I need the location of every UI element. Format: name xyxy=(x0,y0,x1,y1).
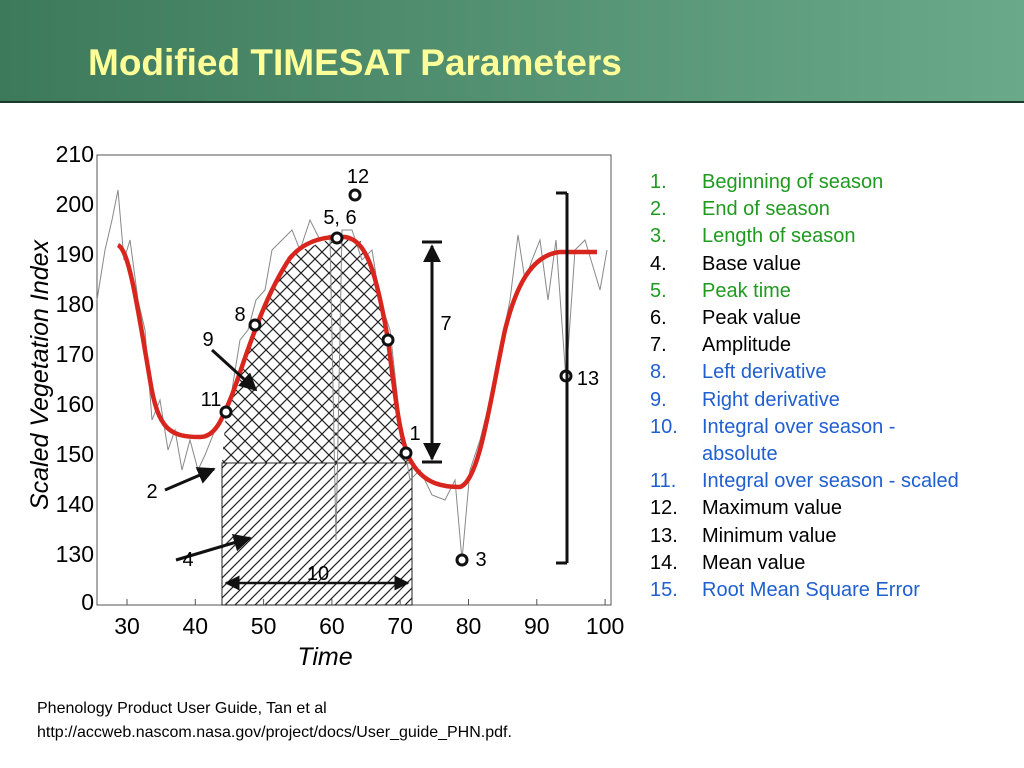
marker xyxy=(330,231,344,245)
list-number: 11. xyxy=(650,470,677,493)
x-tick-label: 40 xyxy=(183,613,209,639)
annotation: 9 xyxy=(202,329,213,351)
list-text: Beginning of season xyxy=(702,171,884,193)
list-text: End of season xyxy=(702,198,830,221)
list-number: 8. xyxy=(650,361,667,384)
list-text: Peak value xyxy=(702,307,801,330)
list-item: 7. Amplitude xyxy=(650,332,970,359)
y-tick-label: 140 xyxy=(56,491,94,517)
x-tick-label: 80 xyxy=(456,613,482,639)
list-text: Base value xyxy=(702,252,801,275)
list-number: 10. xyxy=(650,415,678,438)
figure: Scaled Vegetation Index Time 21020019018… xyxy=(26,141,624,671)
marker xyxy=(248,318,262,332)
list-text: Integral over season - scaled xyxy=(702,470,959,493)
x-tick-label: 90 xyxy=(524,613,550,639)
list-number: 12. xyxy=(650,497,678,520)
list-text: Maximum value xyxy=(702,497,843,520)
list-number: 13. xyxy=(650,524,678,547)
source-line: http://accweb.nascom.nasa.gov/project/do… xyxy=(37,724,512,741)
list-item: 10. Integral over season - absolute xyxy=(650,414,970,468)
annotation: 11 xyxy=(201,389,222,411)
list-text: Peak time xyxy=(702,279,791,302)
list-text: Integral over season - absolute xyxy=(702,415,896,466)
list-item: 3. Length of season xyxy=(650,223,970,250)
marker xyxy=(348,188,362,202)
fitted-curve xyxy=(116,234,597,490)
x-tick-label: 50 xyxy=(251,613,277,639)
list-text: Right derivative xyxy=(702,388,840,411)
annotation: 10 xyxy=(307,563,329,585)
list-text: Root Mean Square Error xyxy=(702,579,920,602)
y-tick-label: 200 xyxy=(56,191,94,217)
list-number: 5. xyxy=(650,279,667,302)
list-number: 4. xyxy=(650,252,667,275)
list-item: 14. Mean value xyxy=(650,550,970,577)
list-item: 2. End of season xyxy=(650,196,970,223)
annotation: 3 xyxy=(475,549,486,571)
x-tick-label: 30 xyxy=(114,613,140,639)
list-number: 1. xyxy=(650,171,667,193)
y-tick-label: 210 xyxy=(56,141,94,167)
list-number: 2. xyxy=(650,198,667,221)
list-item: 11. Integral over season - scaled xyxy=(650,468,970,495)
y-tick-label: 0 xyxy=(81,589,94,615)
list-text: Minimum value xyxy=(702,524,837,547)
parameter-list: 1. Beginning of season 2. End of season 3. Le… xyxy=(650,169,970,604)
list-number: 14. xyxy=(650,551,678,574)
marker xyxy=(399,446,413,460)
list-item: 8. Left derivative xyxy=(650,359,970,386)
x-tick-label: 60 xyxy=(319,613,345,639)
marker xyxy=(381,333,395,347)
list-text: Mean value xyxy=(702,551,806,574)
marker xyxy=(455,553,469,567)
annotation: 8 xyxy=(234,304,245,326)
source-line: Phenology Product User Guide, Tan et al xyxy=(37,700,327,717)
list-number: 9. xyxy=(650,388,667,411)
annotation: 5, 6 xyxy=(323,207,356,229)
marker xyxy=(219,405,233,419)
list-text: Left derivative xyxy=(702,361,827,384)
y-tick-label: 190 xyxy=(56,241,94,267)
x-tick-label: 70 xyxy=(387,613,413,639)
list-item: 15. Root Mean Square Error xyxy=(650,577,970,604)
list-item: 12. Maximum value xyxy=(650,495,970,522)
x-axis-label: Time xyxy=(297,643,352,671)
annotation: 4 xyxy=(182,549,193,571)
y-tick-label: 130 xyxy=(56,541,94,567)
list-number: 15. xyxy=(650,579,678,602)
list-item: 4. Base value xyxy=(650,251,970,278)
arrows xyxy=(164,191,569,591)
annotation: 2 xyxy=(146,481,157,503)
markers xyxy=(219,188,573,567)
y-tick-label: 170 xyxy=(56,341,94,367)
list-item: 9. Right derivative xyxy=(650,387,970,414)
list-number: 6. xyxy=(650,307,667,330)
list-text: Length of season xyxy=(702,225,856,248)
list-number: 7. xyxy=(650,334,667,357)
annotation: 12 xyxy=(347,166,369,188)
y-tick-label: 160 xyxy=(56,391,94,417)
annotation: 1 xyxy=(409,423,420,445)
list-text: Amplitude xyxy=(702,334,791,357)
header-bar xyxy=(0,0,1024,103)
arrow xyxy=(210,348,258,392)
list-item: 1. Beginning of season xyxy=(650,169,970,196)
list-number: 3. xyxy=(650,225,667,248)
arrow xyxy=(164,467,216,492)
y-axis-label: Scaled Vegetation Index xyxy=(26,238,54,510)
annotation: 13 xyxy=(577,368,599,390)
list-item: 13. Minimum value xyxy=(650,523,970,550)
annotation: 7 xyxy=(440,313,451,335)
list-item: 5. Peak time xyxy=(650,278,970,305)
list-item: 6. Peak value xyxy=(650,305,970,332)
x-tick-label: 100 xyxy=(586,613,624,639)
y-tick-label: 180 xyxy=(56,291,94,317)
y-tick-label: 150 xyxy=(56,441,94,467)
slide-title: Modified TIMESAT Parameters xyxy=(88,42,622,83)
arrow xyxy=(175,533,252,562)
